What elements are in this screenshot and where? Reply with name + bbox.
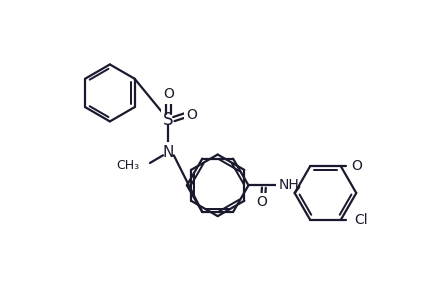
Text: O: O (186, 108, 196, 122)
Text: Cl: Cl (354, 213, 368, 227)
Text: NH: NH (277, 178, 298, 192)
Text: CH₃: CH₃ (116, 159, 139, 172)
Text: O: O (351, 159, 362, 174)
Text: S: S (163, 111, 173, 129)
Text: N: N (162, 145, 174, 160)
Text: O: O (256, 195, 266, 209)
Text: O: O (163, 88, 173, 102)
